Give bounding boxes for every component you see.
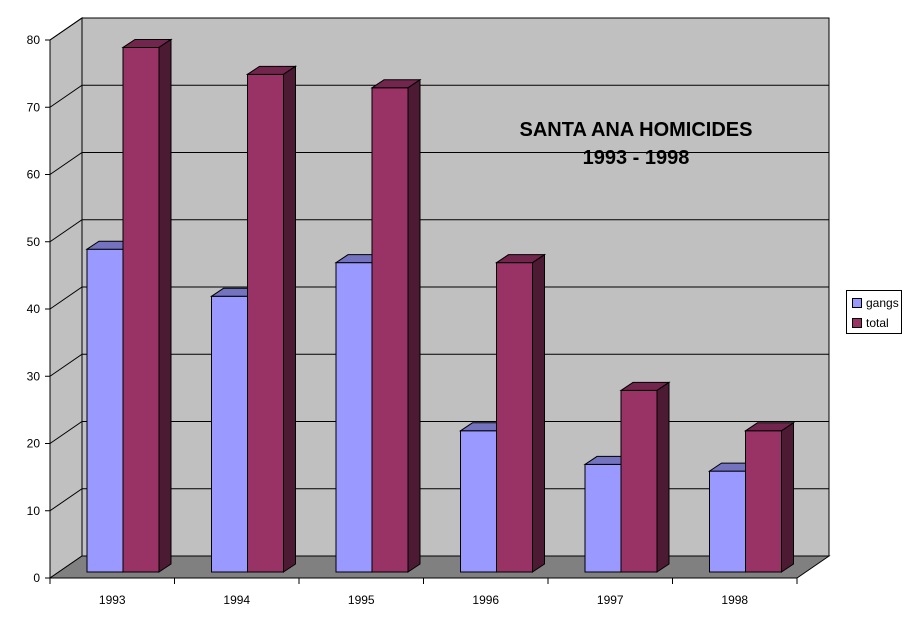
- bar-front: [247, 73, 284, 573]
- y-tick-label: 20: [27, 437, 41, 451]
- gridline: [49, 152, 829, 175]
- y-tick-label: 40: [27, 302, 41, 316]
- y-tick-label: 30: [27, 369, 41, 383]
- legend-label-total: total: [866, 316, 889, 330]
- bar-total-1995: [370, 78, 422, 573]
- legend-item-total: total: [852, 316, 889, 330]
- bar-front: [709, 470, 746, 573]
- y-tick-label: 70: [27, 100, 41, 114]
- bar-total-1993: [121, 38, 173, 573]
- legend-swatch-gangs: [852, 298, 862, 308]
- bar-front: [371, 87, 409, 573]
- chart-title: SANTA ANA HOMICIDES 1993 - 1998: [476, 116, 796, 172]
- legend-swatch-total: [852, 318, 862, 328]
- bar-side: [781, 421, 794, 573]
- x-tick-label: 1998: [721, 593, 748, 607]
- bar-front: [335, 262, 373, 573]
- x-tick-label: 1997: [597, 593, 624, 607]
- y-tick-label: 80: [27, 33, 41, 47]
- chart-title-line-2: 1993 - 1998: [582, 147, 690, 169]
- gridline: [49, 84, 829, 108]
- y-tick-label: 0: [33, 571, 40, 585]
- bar-front: [460, 430, 497, 573]
- bar-side: [158, 38, 172, 573]
- bar-total-1998: [743, 421, 796, 573]
- bar-side: [656, 381, 670, 573]
- bar-side: [407, 78, 421, 573]
- bar-front: [86, 248, 124, 573]
- bar-front: [745, 430, 782, 573]
- legend-label-gangs: gangs: [866, 296, 899, 310]
- gridlines: [49, 17, 829, 512]
- gridline: [49, 353, 829, 377]
- gridline: [49, 219, 829, 243]
- bar-front: [496, 262, 533, 573]
- y-tick-label: 50: [27, 235, 41, 249]
- bar-total-1997: [619, 381, 671, 573]
- bar-side: [283, 65, 296, 573]
- legend-item-gangs: gangs: [852, 296, 899, 310]
- bar-front: [122, 46, 160, 573]
- bar-total-1994: [245, 65, 298, 573]
- gridline: [49, 488, 829, 512]
- x-tick-label: 1995: [348, 593, 375, 607]
- x-tick-label: 1996: [472, 593, 499, 607]
- bar-front: [620, 389, 658, 573]
- bar-total-1996: [494, 253, 547, 573]
- gridline: [49, 286, 829, 310]
- y-tick-label: 10: [27, 504, 41, 518]
- y-tick-label: 60: [27, 168, 41, 182]
- bars: [85, 38, 796, 573]
- bar-front: [211, 295, 248, 573]
- x-tick-label: 1994: [223, 593, 250, 607]
- x-tick-label: 1993: [99, 593, 126, 607]
- chart-title-line-1: SANTA ANA HOMICIDES: [519, 119, 753, 141]
- gridline: [49, 17, 829, 41]
- bar-side: [532, 253, 545, 573]
- legend: gangs total: [846, 290, 902, 334]
- bar-front: [584, 463, 622, 573]
- gridline: [49, 421, 829, 444]
- axes: 0 10 20 30 40 50 60 70 80 1993 1994 1995 1996 1997 199…: [27, 33, 798, 607]
